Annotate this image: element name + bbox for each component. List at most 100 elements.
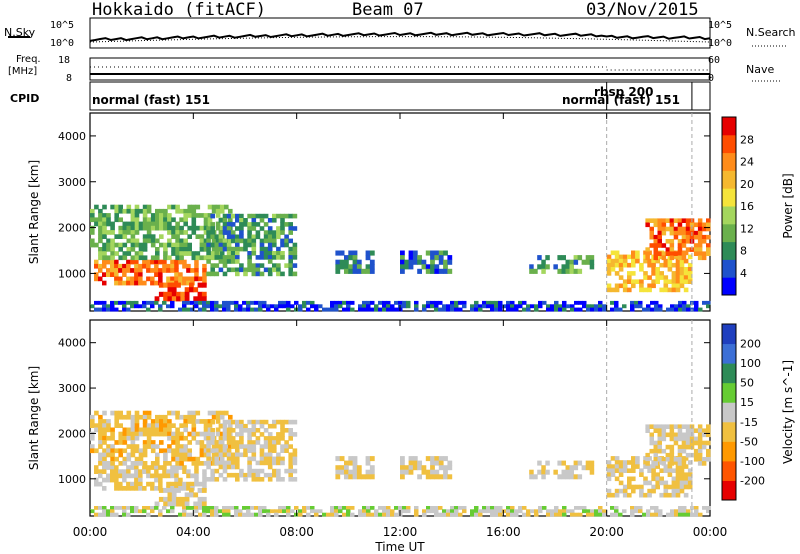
data-cell	[102, 247, 107, 252]
data-cell	[498, 512, 503, 517]
data-cell	[350, 512, 355, 517]
data-cell	[657, 444, 662, 450]
data-cell	[239, 218, 244, 223]
colorbar-swatch	[722, 324, 736, 345]
data-cell	[645, 452, 650, 458]
data-cell	[661, 222, 667, 228]
data-cell	[130, 234, 136, 239]
data-cell	[195, 410, 201, 416]
data-cell	[230, 452, 236, 458]
data-cell	[272, 263, 277, 268]
data-cell	[142, 304, 147, 309]
data-cell	[118, 300, 123, 305]
data-cell	[272, 213, 277, 219]
data-cell	[210, 242, 215, 248]
data-cell	[365, 460, 371, 466]
data-cell	[685, 440, 691, 446]
data-cell	[166, 263, 171, 269]
data-cell	[126, 427, 132, 433]
data-cell	[671, 275, 677, 280]
data-cell	[247, 255, 252, 260]
data-cell	[110, 263, 115, 269]
data-cell	[657, 226, 662, 232]
data-cell	[647, 464, 652, 469]
data-cell	[114, 481, 119, 487]
data-cell	[230, 506, 235, 510]
data-cell	[114, 477, 119, 483]
data-cell	[110, 242, 115, 248]
data-cell	[622, 287, 628, 293]
data-cell	[180, 296, 186, 302]
data-cell	[450, 512, 455, 517]
data-cell	[348, 250, 354, 256]
data-cell	[443, 469, 448, 475]
data-cell	[150, 427, 156, 433]
data-cell	[646, 304, 651, 309]
data-cell	[659, 476, 664, 482]
data-cell	[214, 300, 219, 305]
data-cell	[697, 440, 703, 446]
data-cell	[665, 218, 671, 223]
data-cell	[90, 423, 95, 428]
data-cell	[90, 225, 95, 231]
data-cell	[663, 275, 669, 280]
data-cell	[334, 304, 339, 309]
data-cell	[706, 226, 711, 232]
data-cell	[230, 464, 236, 470]
data-cell	[259, 251, 265, 256]
data-cell	[631, 468, 636, 473]
data-cell	[276, 460, 281, 466]
data-cell	[189, 487, 194, 493]
data-cell	[90, 414, 95, 420]
data-cell	[646, 509, 651, 514]
data-cell	[122, 456, 128, 462]
data-cell	[110, 268, 115, 273]
data-cell	[98, 221, 103, 227]
data-cell	[190, 506, 195, 510]
data-cell	[362, 307, 367, 312]
data-cell	[344, 255, 349, 261]
data-cell	[258, 506, 263, 510]
data-cell	[218, 440, 224, 445]
data-cell	[222, 242, 228, 248]
data-cell	[647, 258, 652, 264]
data-cell	[218, 218, 224, 223]
data-cell	[191, 423, 197, 428]
data-cell	[263, 444, 269, 449]
data-cell	[201, 501, 207, 507]
colorbar-label: 4	[740, 267, 747, 280]
data-cell	[142, 242, 148, 248]
data-cell	[150, 431, 156, 437]
data-cell	[675, 472, 681, 477]
data-cell	[266, 307, 271, 312]
data-cell	[130, 427, 136, 433]
data-cell	[247, 472, 252, 478]
data-cell	[272, 218, 277, 223]
data-cell	[631, 476, 636, 482]
data-cell	[573, 259, 579, 265]
data-cell	[189, 282, 194, 288]
colorbar-label: 12	[740, 222, 754, 235]
data-cell	[187, 410, 192, 416]
data-cell	[348, 460, 354, 466]
data-cell	[126, 225, 132, 231]
data-cell	[645, 218, 650, 223]
data-cell	[130, 208, 136, 214]
data-cell	[194, 259, 199, 265]
data-cell	[247, 213, 252, 219]
data-cell	[167, 255, 172, 261]
data-cell	[202, 276, 207, 282]
data-cell	[239, 234, 244, 240]
data-cell	[334, 307, 339, 312]
data-cell	[267, 444, 273, 449]
data-cell	[318, 304, 323, 309]
data-cell	[369, 268, 375, 274]
data-cell	[701, 457, 707, 462]
data-cell	[450, 304, 455, 309]
data-cell	[658, 509, 663, 514]
data-cell	[218, 304, 223, 309]
colorbar-swatch	[722, 441, 736, 462]
data-cell	[175, 456, 180, 462]
data-cell	[657, 424, 662, 429]
data-cell	[184, 287, 190, 293]
